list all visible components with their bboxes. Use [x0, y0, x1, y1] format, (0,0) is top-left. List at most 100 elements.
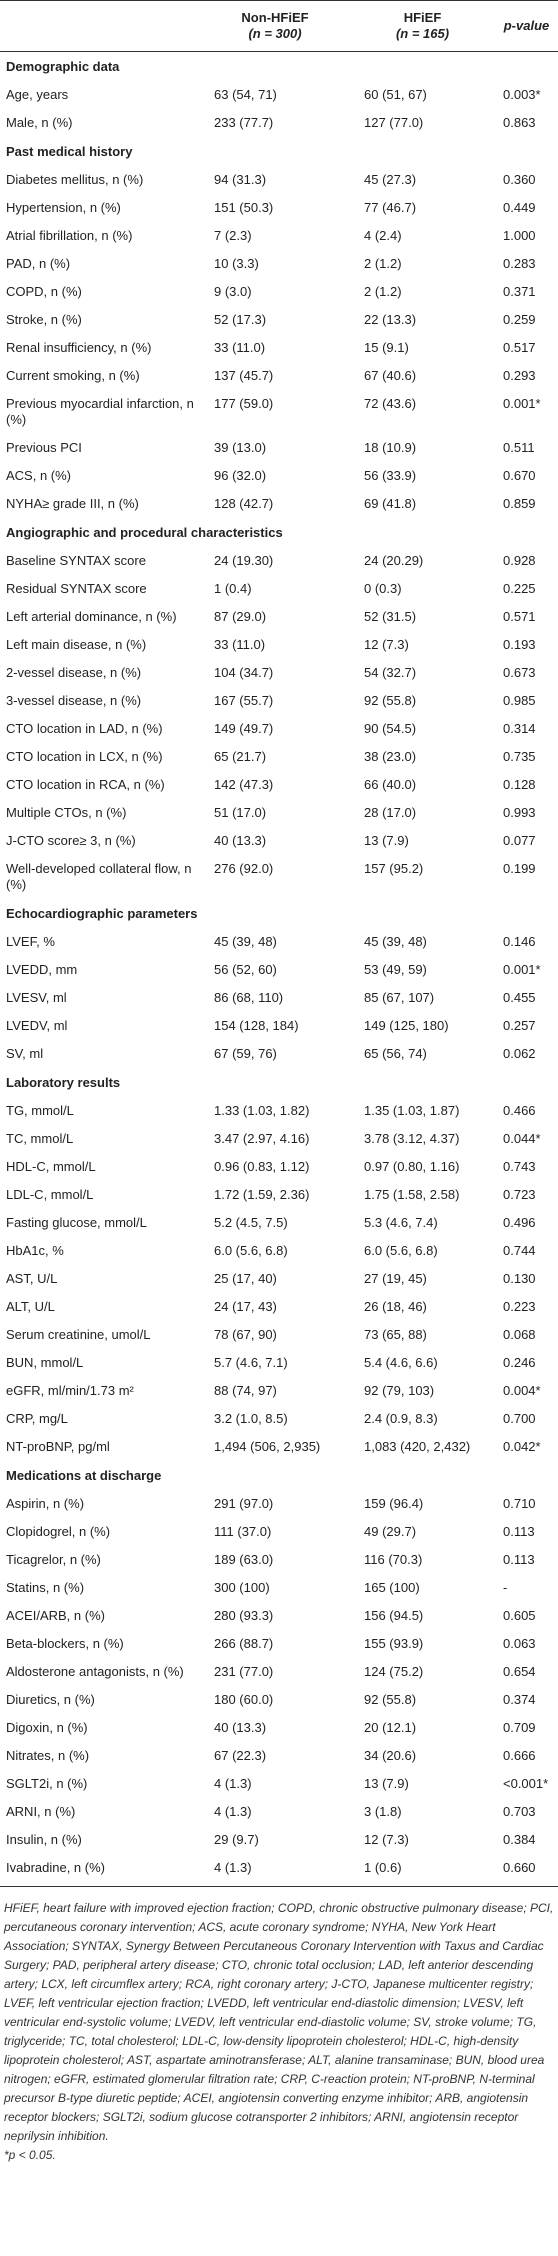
p-value-cell: 0.062: [503, 1046, 536, 1061]
p-value-cell: 0.571: [503, 609, 536, 624]
value-cell: 1.33 (1.03, 1.82): [214, 1103, 310, 1118]
p-value-cell: 0.985: [503, 693, 536, 708]
value-cell: 233 (77.7): [214, 115, 274, 130]
data-row: CTO location in RCA, n (%) 142 (47.3) 66 (…: [0, 771, 558, 799]
value-cell: 63 (54, 71): [214, 87, 277, 102]
data-row: Current smoking, n (%) 137 (45.7) 67 (40.6…: [0, 362, 558, 390]
value-cell: 157 (95.2): [364, 861, 424, 876]
value-cell: 154 (128, 184): [214, 1018, 299, 1033]
header-cell: HFiEF (n = 165): [350, 0, 495, 52]
section-title: Medications at discharge: [6, 1468, 162, 1483]
value-cell: 180 (60.0): [214, 1692, 274, 1707]
value-cell: 0.97 (0.80, 1.16): [364, 1159, 460, 1174]
value-cell: 4 (1.3): [214, 1776, 252, 1791]
row-label: HbA1c, %: [6, 1243, 64, 1258]
value-cell: 66 (40.0): [364, 777, 417, 792]
data-row: Left arterial dominance, n (%) 87 (29.0) 5…: [0, 603, 558, 631]
data-row: PAD, n (%) 10 (3.3) 2 (1.2) 0.283: [0, 250, 558, 278]
data-row: Ticagrelor, n (%) 189 (63.0) 116 (70.3) 0.1…: [0, 1546, 558, 1574]
section-title: Echocardiographic parameters: [6, 906, 198, 921]
column-name: p-value: [503, 18, 550, 33]
data-row: HDL-C, mmol/L 0.96 (0.83, 1.12) 0.97 (0.80…: [0, 1153, 558, 1181]
section-row: Laboratory results: [0, 1068, 558, 1097]
row-label: Ivabradine, n (%): [6, 1860, 105, 1875]
value-cell: 38 (23.0): [364, 749, 417, 764]
value-cell: 159 (96.4): [364, 1496, 424, 1511]
value-cell: 45 (39, 48): [214, 934, 277, 949]
row-label: Aspirin, n (%): [6, 1496, 85, 1511]
data-row: Diuretics, n (%) 180 (60.0) 92 (55.8) 0.374: [0, 1686, 558, 1714]
p-value-cell: 0.710: [503, 1496, 536, 1511]
value-cell: 7 (2.3): [214, 228, 252, 243]
data-row: Baseline SYNTAX score 24 (19.30) 24 (20.29…: [0, 547, 558, 575]
row-label: 2-vessel disease, n (%): [6, 665, 142, 680]
p-value-cell: 0.130: [503, 1271, 536, 1286]
p-value-cell: 1.000: [503, 228, 536, 243]
data-row: TG, mmol/L 1.33 (1.03, 1.82) 1.35 (1.03, 1…: [0, 1097, 558, 1125]
row-label: Diuretics, n (%): [6, 1692, 95, 1707]
value-cell: 156 (94.5): [364, 1608, 424, 1623]
data-row: Multiple CTOs, n (%) 51 (17.0) 28 (17.0) 0.…: [0, 799, 558, 827]
p-value-cell: 0.044*: [503, 1131, 541, 1146]
section-title: Demographic data: [6, 59, 120, 74]
row-label: Diabetes mellitus, n (%): [6, 172, 144, 187]
data-row: Beta-blockers, n (%) 266 (88.7) 155 (93.9)…: [0, 1630, 558, 1658]
value-cell: 2 (1.2): [364, 256, 402, 271]
row-label: Renal insufficiency, n (%): [6, 340, 152, 355]
value-cell: 92 (79, 103): [364, 1383, 435, 1398]
value-cell: 4 (2.4): [364, 228, 402, 243]
value-cell: 25 (17, 40): [214, 1271, 277, 1286]
value-cell: 73 (65, 88): [364, 1327, 427, 1342]
value-cell: 87 (29.0): [214, 609, 267, 624]
value-cell: 128 (42.7): [214, 496, 274, 511]
row-label: Multiple CTOs, n (%): [6, 805, 127, 820]
footnote-text: HFiEF, heart failure with improved eject…: [4, 1901, 554, 2143]
value-cell: 124 (75.2): [364, 1664, 424, 1679]
p-value-cell: 0.703: [503, 1804, 536, 1819]
row-label: BUN, mmol/L: [6, 1355, 84, 1370]
value-cell: 77 (46.7): [364, 200, 417, 215]
p-value-cell: <0.001*: [503, 1776, 549, 1791]
row-label: LVESV, ml: [6, 990, 67, 1005]
data-row: Clopidogrel, n (%) 111 (37.0) 49 (29.7) 0.1…: [0, 1518, 558, 1546]
p-value-cell: 0.744: [503, 1243, 536, 1258]
value-cell: 4 (1.3): [214, 1804, 252, 1819]
p-value-cell: 0.511: [503, 440, 535, 455]
row-label: LVEDD, mm: [6, 962, 78, 977]
data-row: LVEF, % 45 (39, 48) 45 (39, 48) 0.146: [0, 928, 558, 956]
value-cell: 18 (10.9): [364, 440, 417, 455]
data-row: 2-vessel disease, n (%) 104 (34.7) 54 (32.…: [0, 659, 558, 687]
value-cell: 27 (19, 45): [364, 1271, 427, 1286]
row-label: HDL-C, mmol/L: [6, 1159, 96, 1174]
value-cell: 67 (40.6): [364, 368, 417, 383]
document: Non-HFiEF (n = 300) HFiEF (n = 165) p-valu…: [0, 0, 558, 2162]
p-value-cell: 0.374: [503, 1692, 536, 1707]
row-label: J-CTO score≥ 3, n (%): [6, 833, 136, 848]
row-label: Atrial fibrillation, n (%): [6, 228, 133, 243]
data-row: J-CTO score≥ 3, n (%) 40 (13.3) 13 (7.9) 0.…: [0, 827, 558, 855]
row-label: ACEI/ARB, n (%): [6, 1608, 105, 1623]
value-cell: 52 (31.5): [364, 609, 417, 624]
value-cell: 5.3 (4.6, 7.4): [364, 1215, 438, 1230]
p-value-cell: 0.068: [503, 1327, 536, 1342]
p-value-cell: 0.735: [503, 749, 536, 764]
p-value-cell: 0.654: [503, 1664, 536, 1679]
row-label: Baseline SYNTAX score: [6, 553, 146, 568]
value-cell: 56 (52, 60): [214, 962, 277, 977]
value-cell: 3.47 (2.97, 4.16): [214, 1131, 310, 1146]
p-value-cell: 0.259: [503, 312, 536, 327]
value-cell: 24 (19.30): [214, 553, 274, 568]
value-cell: 45 (39, 48): [364, 934, 427, 949]
column-name: HFiEF: [403, 10, 442, 25]
header-row: Non-HFiEF (n = 300) HFiEF (n = 165) p-valu…: [0, 0, 558, 52]
data-row: Renal insufficiency, n (%) 33 (11.0) 15 (9…: [0, 334, 558, 362]
value-cell: 12 (7.3): [364, 1832, 409, 1847]
p-value-cell: 0.449: [503, 200, 536, 215]
value-cell: 51 (17.0): [214, 805, 267, 820]
data-row: Statins, n (%) 300 (100) 165 (100) -: [0, 1574, 558, 1602]
value-cell: 177 (59.0): [214, 396, 274, 411]
data-row: Insulin, n (%) 29 (9.7) 12 (7.3) 0.384: [0, 1826, 558, 1854]
table-header: Non-HFiEF (n = 300) HFiEF (n = 165) p-valu…: [0, 0, 558, 52]
value-cell: 1,494 (506, 2,935): [214, 1439, 321, 1454]
value-cell: 1.72 (1.59, 2.36): [214, 1187, 310, 1202]
